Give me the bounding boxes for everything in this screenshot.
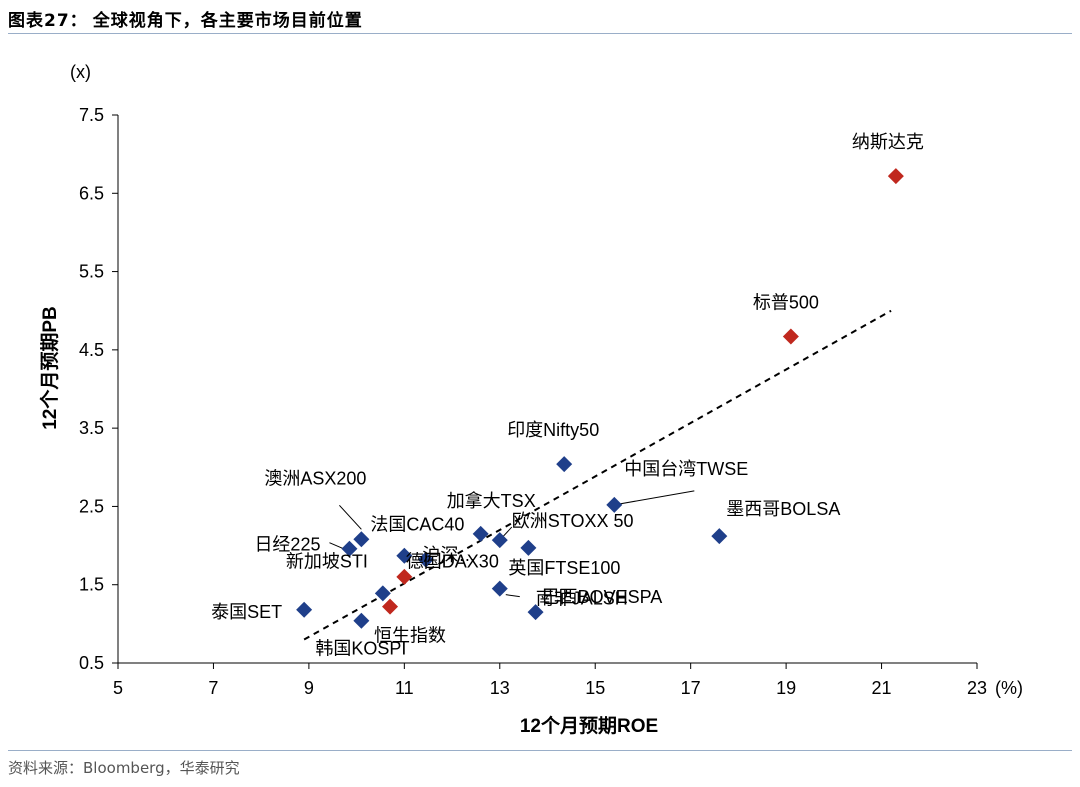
data-point-10 — [417, 551, 434, 568]
figure-header: 图表27： 全球视角下，各主要市场目前位置 — [8, 6, 363, 32]
data-points — [296, 168, 904, 629]
point-label-5: 加拿大TSX — [447, 490, 536, 511]
point-label-13: 南非JALSH — [536, 589, 628, 609]
point-label-15: 恒生指数 — [374, 626, 446, 646]
y-tick-label: 1.5 — [79, 575, 104, 595]
data-point-3 — [606, 496, 623, 513]
data-point-15 — [382, 598, 399, 615]
data-point-14 — [374, 585, 391, 602]
data-point-16 — [527, 604, 544, 621]
data-point-8 — [341, 540, 358, 557]
label-connector-3 — [614, 490, 695, 506]
data-point-9 — [396, 547, 413, 564]
x-tick-label: 19 — [776, 678, 796, 698]
label-connector-13 — [505, 594, 520, 598]
data-point-2 — [556, 456, 573, 473]
x-axis-unit: (%) — [995, 678, 1023, 698]
data-point-18 — [353, 612, 370, 629]
data-point-11 — [520, 539, 537, 556]
data-point-12 — [396, 568, 413, 585]
footer-rule — [8, 750, 1072, 751]
x-tick-label: 15 — [585, 678, 605, 698]
point-label-4: 墨西哥BOLSA — [726, 499, 840, 519]
label-connectors — [329, 490, 695, 598]
figure-label: 图表27： — [8, 11, 88, 31]
y-tick-label: 4.5 — [79, 340, 104, 360]
point-label-0: 纳斯达克 — [852, 132, 924, 152]
y-axis-title: 12个月预期PB — [39, 306, 61, 430]
data-point-7 — [353, 531, 370, 548]
label-connector-8 — [329, 542, 344, 550]
point-label-3: 中国台湾TWSE — [624, 459, 748, 479]
point-label-7: 澳洲ASX200 — [264, 468, 366, 488]
data-point-0 — [887, 168, 904, 185]
x-tick-label: 9 — [304, 678, 314, 698]
point-label-1: 标普500 — [753, 293, 819, 313]
data-point-4 — [711, 528, 728, 545]
point-label-16: 巴西BOVESPA — [542, 587, 663, 607]
header-rule — [8, 33, 1072, 34]
data-point-6 — [491, 532, 508, 549]
y-tick-label: 5.5 — [79, 262, 104, 282]
point-label-9: 法国CAC40 — [370, 515, 464, 535]
x-tick-label: 13 — [490, 678, 510, 698]
figure-title: 全球视角下，各主要市场目前位置 — [92, 11, 363, 31]
data-point-13 — [491, 580, 508, 597]
x-tick-label: 17 — [681, 678, 701, 698]
y-tick-label: 2.5 — [79, 496, 104, 516]
x-tick-label: 5 — [113, 678, 123, 698]
point-label-17: 泰国SET — [211, 602, 282, 622]
data-point-1 — [782, 328, 799, 345]
y-tick-label: 6.5 — [79, 183, 104, 203]
x-axis-title: 12个月预期ROE — [520, 715, 658, 737]
point-label-2: 印度Nifty50 — [507, 420, 599, 440]
source-note: 资料来源：Bloomberg，华泰研究 — [8, 759, 240, 777]
data-point-17 — [296, 601, 313, 618]
data-point-5 — [472, 525, 489, 542]
x-tick-label: 21 — [872, 678, 892, 698]
point-label-18: 韩国KOSPI — [315, 639, 406, 659]
y-tick-label: 3.5 — [79, 418, 104, 438]
point-label-12: 沪深… — [422, 545, 476, 565]
tick-labels: 5 7 9 11 13 15 17 19 21 23 0.5 1.5 2.5 3.5 4.5 5.5 6.5 7.… — [79, 105, 987, 698]
point-label-10: 德国DAX30 — [406, 552, 499, 572]
x-tick-label: 7 — [208, 678, 218, 698]
point-label-8: 日经225 — [254, 535, 320, 555]
x-tick-label: 23 — [967, 678, 987, 698]
trend-line — [303, 309, 892, 641]
x-tick-label: 11 — [395, 678, 414, 698]
point-label-11: 英国FTSE100 — [508, 558, 620, 578]
y-tick-label: 7.5 — [79, 105, 104, 125]
point-label-6: 欧洲STOXX 50 — [512, 511, 634, 531]
y-axis-unit: (x) — [70, 62, 91, 82]
axes — [112, 114, 978, 669]
label-connector-7 — [339, 504, 362, 530]
point-label-14: 新加坡STI — [286, 551, 368, 571]
y-tick-label: 0.5 — [79, 653, 104, 673]
